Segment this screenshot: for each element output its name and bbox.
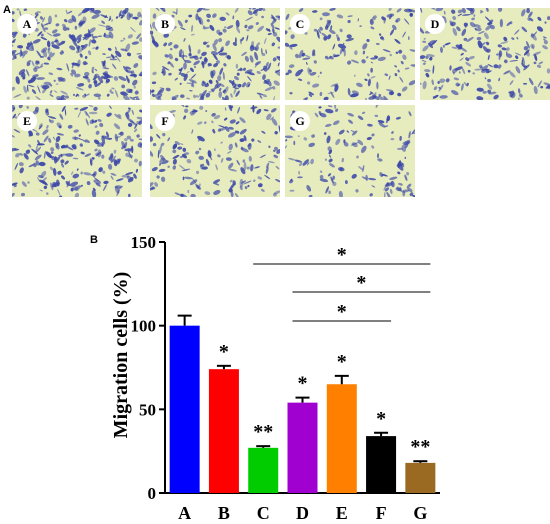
micrograph-label: A	[17, 14, 37, 34]
bar-b	[208, 369, 239, 493]
significance-marker: **	[410, 436, 430, 458]
significance-marker: *	[337, 351, 347, 373]
micrograph-b: B	[150, 8, 280, 100]
stained-cells	[12, 105, 142, 197]
x-tick-label: F	[376, 503, 387, 523]
y-tick-label: 100	[131, 317, 157, 336]
stained-cells	[12, 8, 142, 100]
micrograph-label: B	[155, 14, 175, 34]
comparison-marker: *	[337, 301, 347, 323]
x-tick-label: A	[178, 503, 191, 523]
stained-cells	[420, 8, 550, 100]
panel-b-label: B	[90, 234, 98, 246]
bar-c	[248, 447, 279, 493]
bar-f	[366, 436, 397, 493]
significance-marker: *	[219, 341, 229, 363]
comparison-marker: *	[337, 244, 347, 266]
micrograph-label: D	[425, 14, 445, 34]
micrograph-f: F	[150, 105, 280, 197]
micrograph-label: E	[17, 111, 37, 131]
significance-marker: *	[376, 408, 386, 430]
micrograph-c: C	[285, 8, 415, 100]
x-tick-label: C	[257, 503, 270, 523]
x-tick-label: D	[296, 503, 309, 523]
x-tick-label: G	[413, 503, 427, 523]
y-axis-label: Migration cells (%)	[110, 272, 132, 439]
micrograph-a: A	[12, 8, 142, 100]
bar-d	[287, 402, 318, 493]
bar-g	[405, 462, 436, 493]
stained-cells	[285, 8, 415, 100]
significance-marker: *	[298, 373, 308, 395]
stained-cells	[285, 105, 415, 197]
micrograph-g: G	[285, 105, 415, 197]
micrograph-label: F	[155, 111, 175, 131]
x-tick-label: B	[218, 503, 230, 523]
micrograph-label: G	[290, 111, 310, 131]
y-tick-label: 0	[148, 484, 157, 503]
x-tick-label: E	[336, 503, 348, 523]
micrograph-d: D	[420, 8, 550, 100]
bar-e	[326, 384, 357, 493]
y-tick-label: 150	[131, 233, 157, 252]
panel-a-label: A	[3, 4, 11, 16]
y-tick-label: 50	[139, 400, 156, 419]
bar-a	[169, 325, 200, 493]
micrograph-e: E	[12, 105, 142, 197]
significance-marker: **	[253, 421, 273, 443]
micrograph-label: C	[290, 14, 310, 34]
comparison-marker: *	[356, 272, 366, 294]
